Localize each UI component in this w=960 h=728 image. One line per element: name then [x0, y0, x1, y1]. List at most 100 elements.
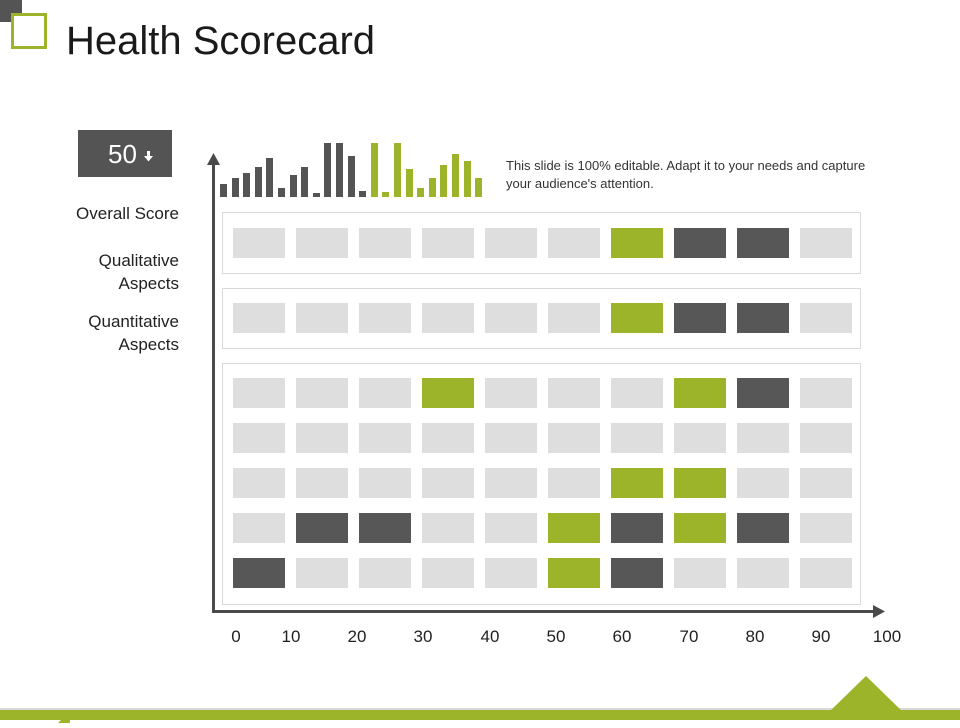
- grid-cell: [359, 468, 411, 498]
- grid-cell: [548, 513, 600, 543]
- footer-divider: [0, 708, 960, 710]
- x-axis-tick-label: 90: [811, 627, 831, 646]
- x-axis-tick-label: 20: [347, 627, 367, 646]
- editable-note: This slide is 100% editable. Adapt it to…: [506, 158, 866, 191]
- mini-bar: [278, 188, 285, 197]
- grid-cell: [737, 513, 789, 543]
- grid-cell: [611, 513, 663, 543]
- grid-cell: [485, 513, 537, 543]
- grid-cell: [611, 423, 663, 453]
- x-axis-tick-label: 10: [281, 627, 301, 646]
- grid-cell: [485, 558, 537, 588]
- y-axis-line: [212, 162, 215, 613]
- grid-cell: [359, 513, 411, 543]
- grid-cell: [485, 468, 537, 498]
- x-axis-line: [212, 610, 874, 613]
- quantitative-aspects-panel: [222, 363, 861, 605]
- grid-cell: [611, 228, 663, 258]
- overall-score-label: Overall Score: [76, 204, 179, 223]
- mini-bar: [417, 188, 425, 197]
- mini-bar: [405, 169, 413, 197]
- grid-cell: [737, 303, 789, 333]
- x-axis-tick-label: 0: [231, 627, 241, 646]
- grid-cell: [422, 303, 474, 333]
- mini-bar: [347, 156, 355, 197]
- grid-cell: [233, 468, 285, 498]
- grid-cell: [359, 378, 411, 408]
- mini-bar: [336, 143, 343, 197]
- footer-band: [0, 710, 960, 720]
- grid-cell: [674, 558, 726, 588]
- mini-bar: [243, 173, 251, 197]
- grid-cell: [296, 558, 348, 588]
- mini-bar: [452, 154, 459, 197]
- grid-cell: [296, 378, 348, 408]
- y-axis-arrow-icon: [207, 152, 220, 170]
- mini-bar: [370, 143, 378, 197]
- x-axis-tick-label: 70: [679, 627, 699, 646]
- grid-cell: [548, 228, 600, 258]
- qualitative-aspects-panel: [222, 288, 861, 349]
- grid-cell: [674, 513, 726, 543]
- grid-cell: [233, 303, 285, 333]
- quantitative-aspects-label: Quantitative Aspects: [88, 312, 179, 354]
- grid-cell: [548, 468, 600, 498]
- mini-bar-strip: [220, 143, 490, 197]
- x-axis-arrow-icon: [873, 605, 885, 623]
- grid-cell: [359, 423, 411, 453]
- grid-cell: [422, 228, 474, 258]
- grid-cell: [233, 378, 285, 408]
- mini-bar: [301, 167, 309, 197]
- mini-bar: [254, 167, 262, 197]
- grid-cell: [233, 558, 285, 588]
- grid-cell: [737, 378, 789, 408]
- grid-cell: [296, 303, 348, 333]
- mini-bar: [231, 178, 239, 197]
- grid-cell: [548, 303, 600, 333]
- grid-cell: [737, 423, 789, 453]
- grid-cell: [800, 468, 852, 498]
- grid-cell: [359, 228, 411, 258]
- mini-bar: [382, 192, 390, 197]
- grid-cell: [359, 303, 411, 333]
- grid-cell: [422, 423, 474, 453]
- overall-score-badge: 50: [78, 130, 172, 177]
- mini-bar: [220, 184, 227, 197]
- x-axis-tick-label: 30: [413, 627, 433, 646]
- grid-cell: [485, 303, 537, 333]
- grid-cell: [233, 228, 285, 258]
- score-value: 50: [108, 139, 137, 169]
- grid-cell: [422, 468, 474, 498]
- mini-bar: [359, 191, 367, 197]
- mini-bar: [266, 158, 274, 197]
- mini-bar: [394, 143, 401, 197]
- mini-bar: [463, 161, 471, 197]
- grid-cell: [800, 228, 852, 258]
- grid-cell: [737, 228, 789, 258]
- grid-cell: [296, 228, 348, 258]
- grid-cell: [674, 303, 726, 333]
- x-axis-tick-label: 100: [872, 627, 902, 646]
- grid-cell: [422, 378, 474, 408]
- mini-bar: [289, 175, 297, 197]
- grid-cell: [485, 228, 537, 258]
- grid-cell: [800, 513, 852, 543]
- page-title: Health Scorecard: [66, 19, 376, 63]
- mini-bar: [324, 143, 332, 197]
- grid-cell: [611, 558, 663, 588]
- grid-cell: [737, 558, 789, 588]
- grid-cell: [674, 228, 726, 258]
- grid-cell: [611, 303, 663, 333]
- grid-cell: [296, 423, 348, 453]
- grid-cell: [611, 468, 663, 498]
- x-axis-tick-label: 40: [480, 627, 500, 646]
- footer-triangle: [829, 676, 903, 717]
- grid-cell: [296, 513, 348, 543]
- grid-cell: [548, 378, 600, 408]
- grid-cell: [233, 513, 285, 543]
- mini-bar: [440, 165, 448, 197]
- grid-cell: [548, 558, 600, 588]
- grid-cell: [800, 378, 852, 408]
- arrow-down-icon: [144, 149, 153, 167]
- x-axis-tick-label: 80: [745, 627, 765, 646]
